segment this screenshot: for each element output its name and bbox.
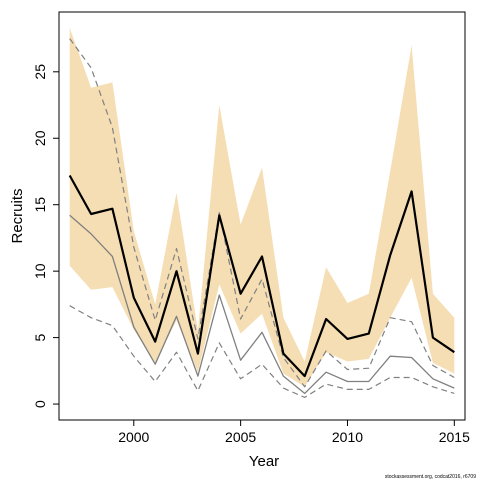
y-axis-title: Recruits [9,188,26,243]
dashed-lower-line [69,305,455,398]
credit-text: stockassessment.org, codcat2016, r6709 [385,474,476,480]
dashed-upper-line [69,38,455,388]
confidence-band [69,27,455,387]
x-tick-label: 2010 [332,429,363,445]
x-axis-title: Year [249,453,279,470]
y-tick-label: 10 [32,263,48,279]
secondary-estimate-line [69,214,455,395]
recruits-estimate-line [68,174,455,378]
y-tick-label: 20 [32,130,48,146]
y-tick-label: 15 [32,197,48,213]
x-tick-label: 2005 [225,429,256,445]
x-tick-label: 2015 [439,429,470,445]
plot-area [68,27,455,398]
y-axis: 0 5 10 15 20 25 [32,64,59,408]
y-tick-label: 25 [32,64,48,80]
x-tick-label: 2000 [118,429,149,445]
y-tick-label: 5 [32,333,48,341]
y-tick-label: 0 [32,400,48,408]
plot-frame [58,11,466,421]
x-axis: 2000 2005 2010 2015 [118,420,470,445]
